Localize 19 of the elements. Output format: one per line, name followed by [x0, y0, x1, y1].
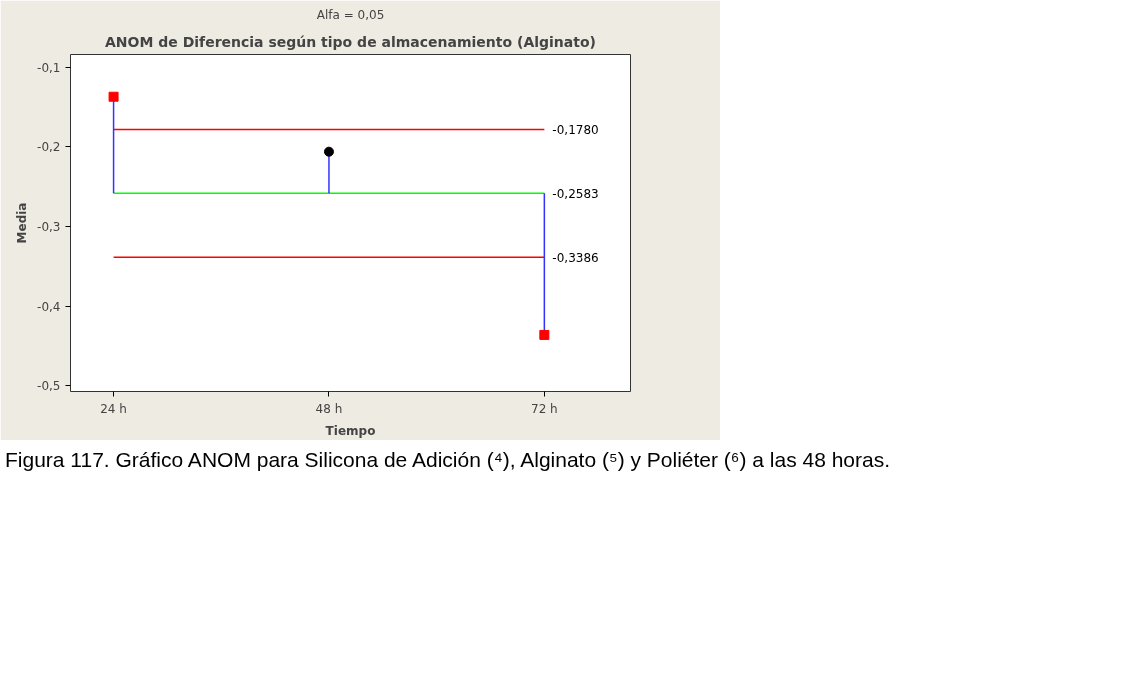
ref-line-label: -0,2583	[552, 186, 599, 201]
x-tick-label: 24 h	[100, 401, 127, 416]
y-tick-label: -0,5	[37, 379, 61, 394]
y-tick-label: -0,3	[37, 220, 61, 235]
chart-subtitle: Alfa = 0,05	[316, 7, 385, 22]
x-tick-label: 72 h	[531, 401, 558, 416]
ref-line-label: -0,1780	[552, 122, 599, 137]
y-axis-title: Media	[15, 202, 30, 244]
chart-title: ANOM de Diferencia según tipo de almacenamiento (Alginato)	[105, 33, 596, 50]
x-axis-title: Tiempo	[325, 423, 376, 438]
y-tick-label: -0,4	[37, 299, 61, 314]
point	[323, 146, 334, 157]
y-tick-label: -0,2	[37, 140, 61, 155]
point	[108, 91, 119, 102]
text: Figura 117. Gráfico ANOM para Silicona de Adición (⁴), Alginato (⁵) y Poliéter (⁶) a las 48 horas.	[5, 447, 891, 473]
ref-line-label: -0,3386	[552, 250, 599, 265]
x-tick-label: 48 h	[315, 401, 343, 416]
point	[539, 329, 550, 340]
y-tick-label: -0,1	[37, 60, 61, 75]
